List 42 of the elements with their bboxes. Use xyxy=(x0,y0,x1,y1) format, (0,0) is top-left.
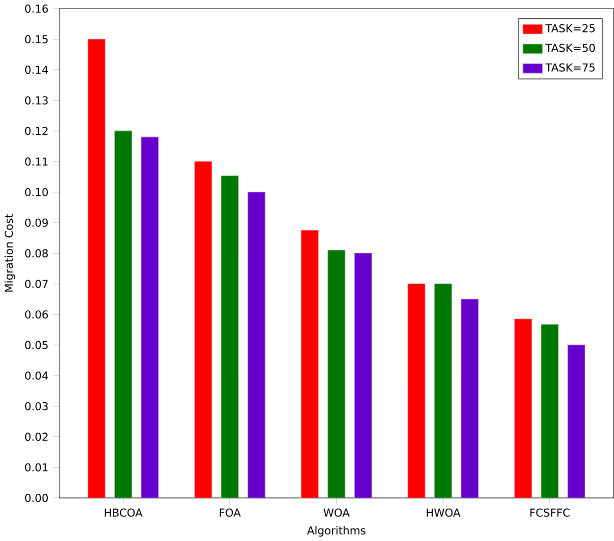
legend-label: TASK=25 xyxy=(545,24,595,32)
bar xyxy=(194,161,212,498)
bar xyxy=(114,130,132,498)
y-axis-title: Migration Cost xyxy=(4,214,16,292)
x-tick-label: WOA xyxy=(324,508,350,517)
x-axis-title: Algorithms xyxy=(307,526,366,537)
bar xyxy=(434,284,452,498)
bar xyxy=(88,38,106,498)
y-tick-label: 0.09 xyxy=(25,218,48,227)
y-tick-label: 0.13 xyxy=(25,96,48,104)
bar xyxy=(460,298,479,498)
bar xyxy=(301,230,319,498)
x-tick-label: HBCOA xyxy=(104,508,143,517)
x-tick-label: FCSFFC xyxy=(530,508,570,517)
x-tick-label: FOA xyxy=(220,508,241,517)
bar xyxy=(408,284,426,498)
y-tick-label: 0.01 xyxy=(25,463,48,472)
y-tick-label: 0.02 xyxy=(25,432,48,441)
bar xyxy=(354,252,372,498)
bar xyxy=(568,344,586,498)
x-tick-label: HWOA xyxy=(426,508,460,517)
y-tick-label: 0.11 xyxy=(25,157,48,166)
y-tick-label: 0.04 xyxy=(25,371,48,380)
y-tick-label: 0.06 xyxy=(25,310,48,318)
y-tick-label: 0.14 xyxy=(25,66,48,74)
bar xyxy=(328,250,346,498)
y-tick-label: 0.10 xyxy=(25,188,48,196)
y-tick-label: 0.16 xyxy=(25,4,48,13)
bar xyxy=(514,318,532,498)
y-tick-label: 0.05 xyxy=(25,340,48,350)
y-tick-label: 0.15 xyxy=(25,35,48,44)
y-tick-label: 0.07 xyxy=(25,280,48,288)
bar xyxy=(141,136,159,498)
bar xyxy=(221,176,239,498)
y-tick-label: 0.12 xyxy=(25,126,48,135)
legend-label: TASK=75 xyxy=(545,63,595,72)
bar xyxy=(540,324,559,498)
legend-label: TASK=50 xyxy=(545,44,595,52)
y-tick-label: 0.00 xyxy=(25,494,48,502)
bar xyxy=(248,192,266,498)
y-tick-label: 0.03 xyxy=(25,402,48,410)
y-tick-label: 0.08 xyxy=(25,249,48,258)
